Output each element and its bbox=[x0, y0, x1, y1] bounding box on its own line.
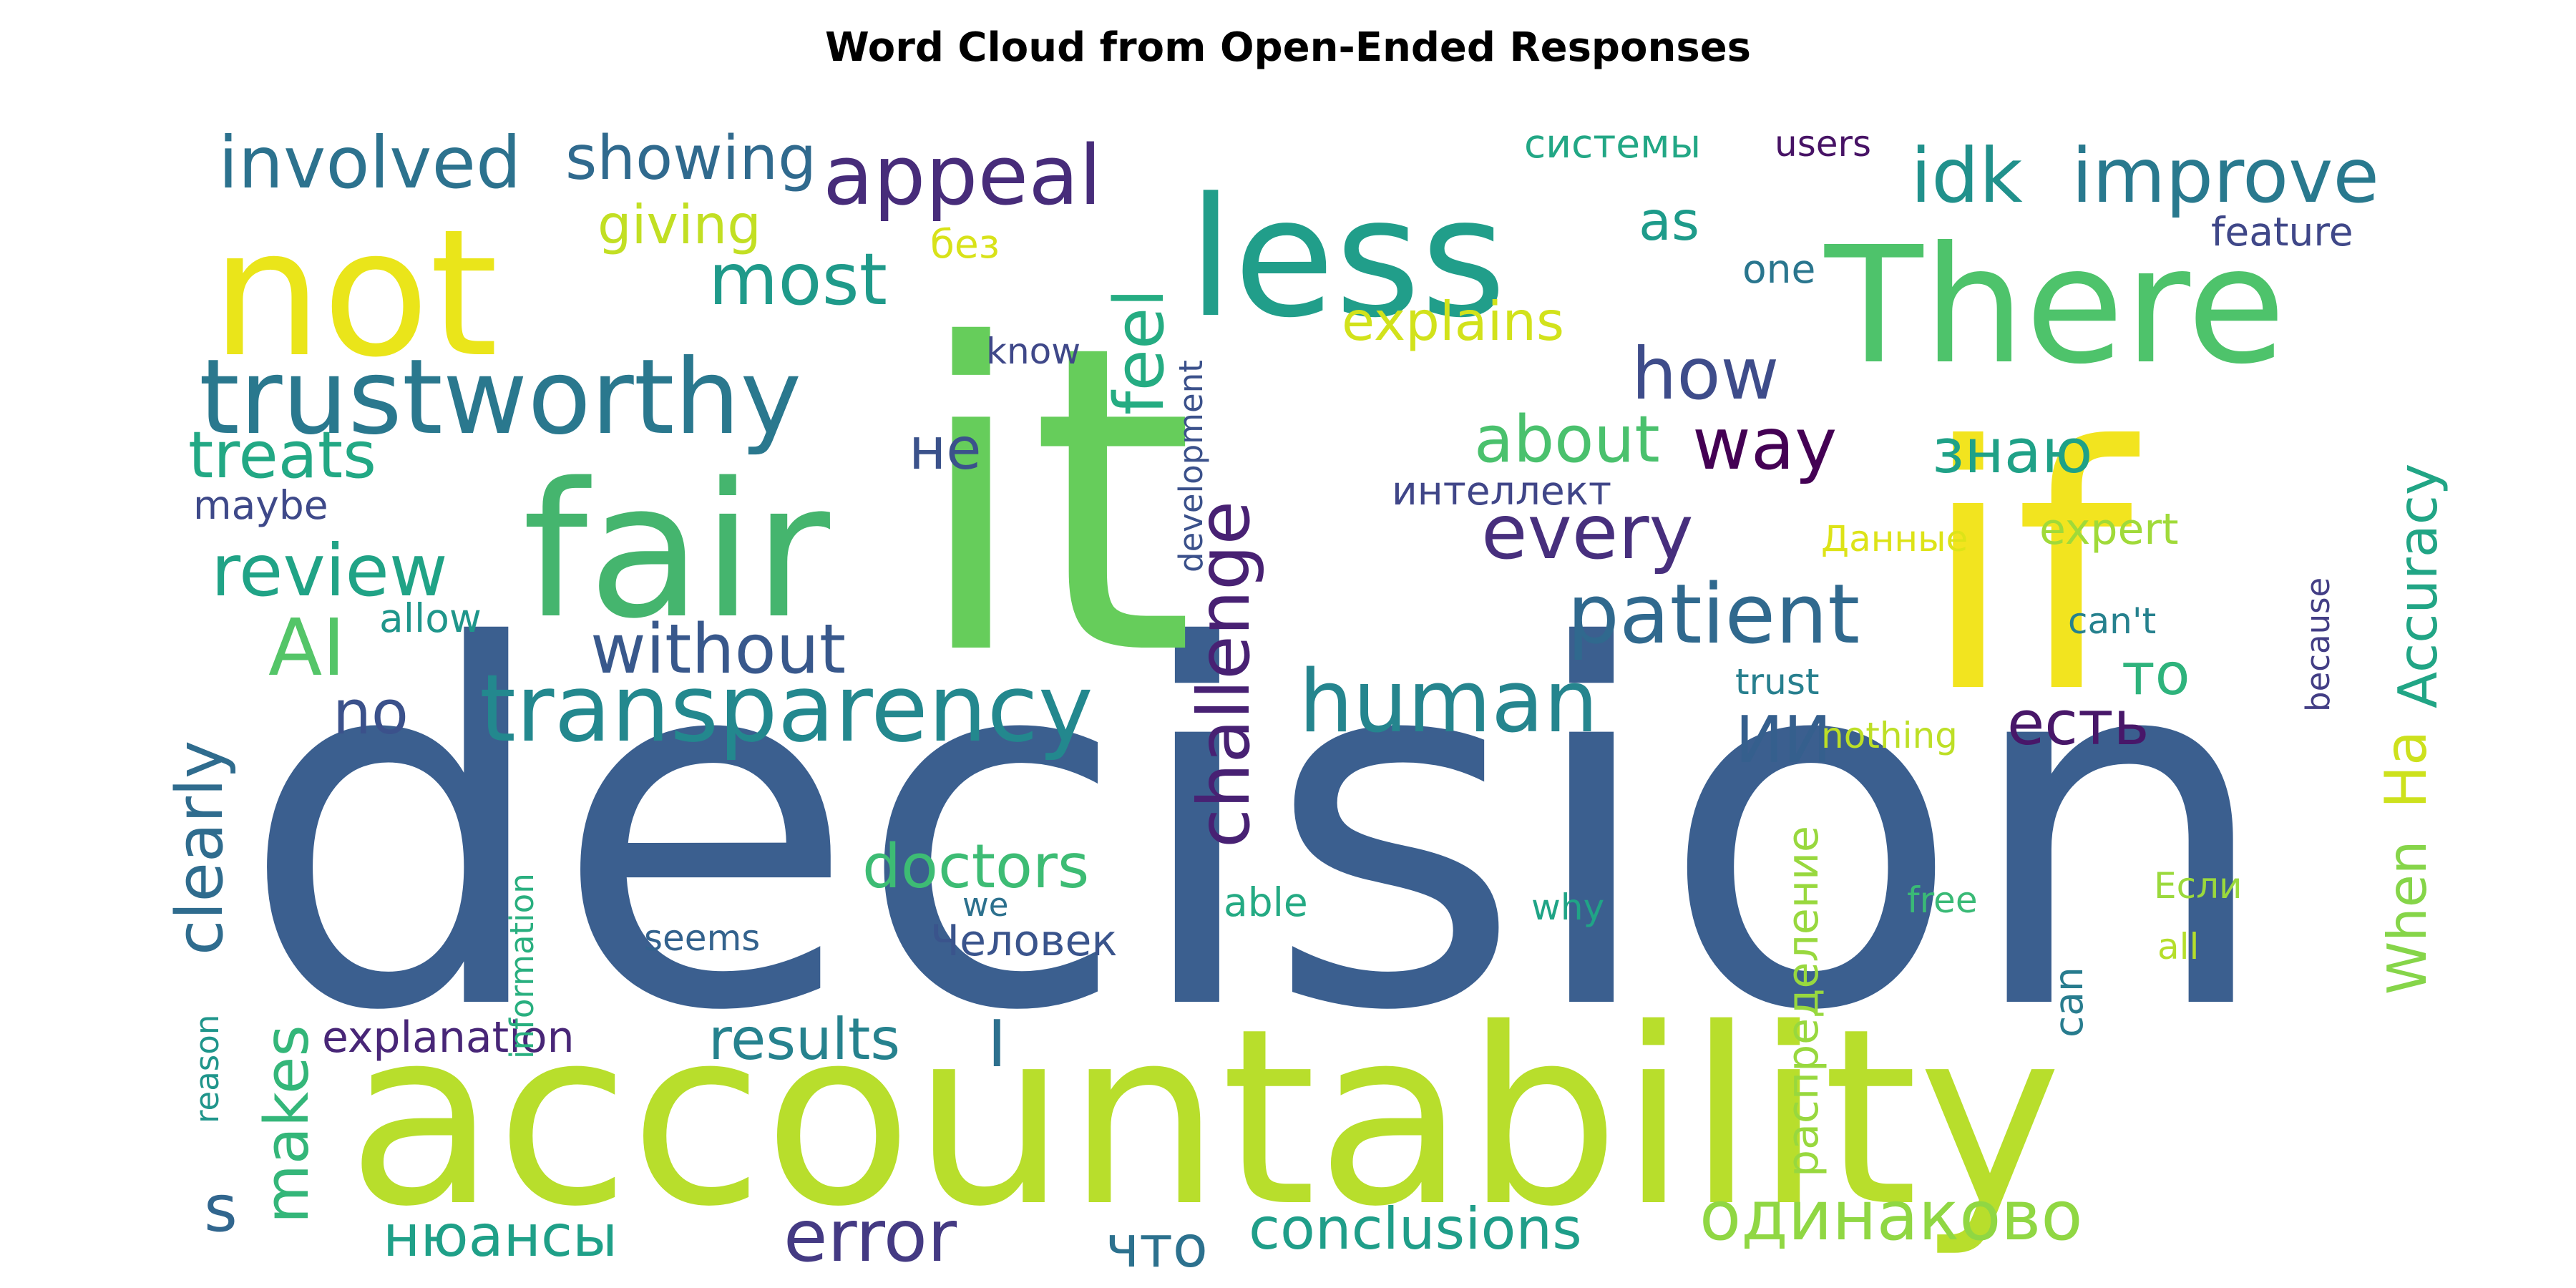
word-item-47: не bbox=[909, 416, 982, 482]
word-giving: giving bbox=[597, 193, 761, 256]
word-item-39: На bbox=[2373, 731, 2439, 809]
word-trustworthy: trustworthy bbox=[199, 337, 801, 458]
word-item-74: Данные bbox=[1821, 518, 1968, 560]
word-trust: trust bbox=[1735, 661, 1820, 703]
word-item-79: Если bbox=[2154, 865, 2243, 907]
word-improve: improve bbox=[2072, 132, 2379, 220]
word-results: results bbox=[708, 1006, 900, 1073]
word-item-31: знаю bbox=[1932, 416, 2092, 487]
word-expert: expert bbox=[2039, 504, 2179, 555]
word-users: users bbox=[1775, 123, 1871, 165]
word-as: as bbox=[1639, 190, 1699, 253]
word-most: most bbox=[708, 238, 887, 321]
word-error: error bbox=[784, 1194, 957, 1278]
word-seems: seems bbox=[644, 917, 760, 959]
word-item-35: ИИ bbox=[1735, 703, 1832, 778]
word-explanation: explanation bbox=[322, 1013, 575, 1063]
word-we: we bbox=[962, 886, 1009, 924]
chart-title: Word Cloud from Open-Ended Responses bbox=[824, 24, 1751, 71]
word-accountability: accountability bbox=[347, 977, 2062, 1260]
word-feel: feel bbox=[1101, 288, 1179, 415]
word-free: free bbox=[1907, 879, 1978, 921]
word-challenge: challenge bbox=[1182, 501, 1266, 848]
word-if: if bbox=[1921, 375, 2141, 766]
word-reason: reason bbox=[188, 1015, 226, 1123]
word-human: human bbox=[1299, 653, 1599, 752]
word-without: without bbox=[590, 610, 846, 689]
word-less: less bbox=[1188, 163, 1506, 354]
word-allow: allow bbox=[379, 595, 482, 641]
word-accuracy: Accuracy bbox=[2386, 464, 2449, 708]
word-item-55: интеллект bbox=[1392, 468, 1611, 514]
word-can: can bbox=[2046, 967, 2092, 1038]
word-conclusions: conclusions bbox=[1249, 1196, 1582, 1262]
word-no: no bbox=[333, 678, 409, 748]
word-one: one bbox=[1742, 246, 1815, 292]
word-development: development bbox=[1172, 360, 1210, 572]
word-nothing: nothing bbox=[1821, 715, 1958, 756]
word-feature: feature bbox=[2211, 209, 2353, 255]
word-why: why bbox=[1531, 887, 1604, 928]
word-item-61: без bbox=[930, 221, 1000, 267]
word-because: because bbox=[2299, 577, 2337, 712]
word-item-37: нюансы bbox=[383, 1203, 618, 1269]
word-item-56: системы bbox=[1524, 121, 1701, 167]
word-item-54: распределение bbox=[1778, 826, 1828, 1177]
word-item-17: одинаково bbox=[1699, 1177, 2083, 1256]
word-how: how bbox=[1631, 332, 1779, 416]
word-treats: treats bbox=[188, 418, 376, 493]
word-decision: decision bbox=[240, 544, 2275, 1118]
word-makes: makes bbox=[252, 1025, 323, 1224]
word-way: way bbox=[1692, 402, 1837, 486]
word-every: every bbox=[1481, 489, 1694, 576]
word-item-38: что bbox=[1106, 1214, 1208, 1280]
word-item-51: Человек bbox=[930, 916, 1118, 966]
word-clearly: clearly bbox=[162, 741, 238, 955]
word-ai: AI bbox=[268, 602, 346, 693]
word-information: information bbox=[503, 873, 541, 1059]
word-can-t: can't bbox=[2068, 600, 2156, 642]
word-when: When bbox=[2376, 841, 2439, 995]
word-know: know bbox=[986, 331, 1080, 372]
word-patient: patient bbox=[1567, 567, 1860, 663]
word-idk: idk bbox=[1911, 132, 2023, 220]
word-item-34: есть bbox=[2007, 688, 2150, 759]
word-able: able bbox=[1224, 879, 1308, 925]
word-not: not bbox=[211, 192, 498, 396]
word-about: about bbox=[1474, 402, 1660, 477]
word-involved: involved bbox=[218, 121, 522, 205]
word-s: s bbox=[204, 1171, 238, 1246]
word-showing: showing bbox=[565, 123, 816, 194]
word-fair: fair bbox=[522, 444, 832, 660]
word-doctors: doctors bbox=[862, 831, 1089, 902]
word-it: it bbox=[912, 256, 1195, 748]
word-transparency: transparency bbox=[479, 654, 1093, 763]
word-all: all bbox=[2157, 926, 2199, 967]
word-review: review bbox=[211, 529, 448, 613]
word-i: I bbox=[987, 1007, 1007, 1082]
word-there: There bbox=[1824, 213, 2285, 400]
word-maybe: maybe bbox=[193, 482, 328, 528]
word-item-42: то bbox=[2122, 641, 2190, 708]
word-appeal: appeal bbox=[823, 128, 1102, 224]
word-explains: explains bbox=[1342, 290, 1564, 353]
